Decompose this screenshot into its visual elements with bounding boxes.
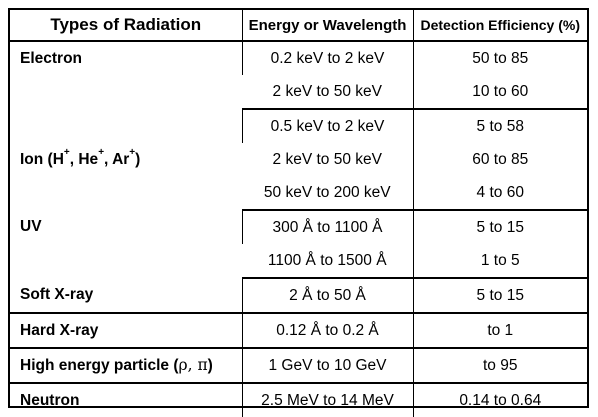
header-detection-efficiency: Detection Efficiency (%) <box>412 10 587 42</box>
table-row: UV 300 Å to 1100 Å 5 to 15 <box>10 210 587 244</box>
energy-cell: 2.5 MeV to 14 MeV <box>241 383 413 417</box>
energy-cell: 0.5 keV to 2 keV <box>241 109 413 143</box>
table-row: 2 keV to 50 keV 10 to 60 <box>10 75 587 110</box>
ion-label-part: Ion (H <box>20 150 64 168</box>
table-row: High energy particle (ρ, π) 1 GeV to 10 … <box>10 348 587 384</box>
efficiency-cell: 60 to 85 <box>412 143 587 176</box>
efficiency-cell: 5 to 15 <box>412 210 587 244</box>
ion-charge-superscript: + <box>98 147 105 159</box>
radiation-type-hard-xray: Hard X-ray <box>10 313 242 349</box>
radiation-type-uv: UV <box>20 218 42 235</box>
table-row: Neutron 2.5 MeV to 14 MeV 0.14 to 0.64 <box>10 383 587 417</box>
efficiency-cell: 5 to 58 <box>412 109 587 143</box>
energy-cell: 0.12 Å to 0.2 Å <box>241 313 413 349</box>
energy-cell: 300 Å to 1100 Å <box>241 210 413 244</box>
particle-symbols: ρ, π <box>178 356 208 374</box>
table-header-row: Types of Radiation Energy or Wavelength … <box>10 10 587 42</box>
energy-cell: 2 keV to 50 keV <box>242 75 413 110</box>
ion-label-part: , He <box>69 150 99 168</box>
ion-label-part: ) <box>135 150 141 168</box>
particle-label-part: ) <box>207 357 213 374</box>
efficiency-cell: 4 to 60 <box>412 176 587 211</box>
efficiency-cell: to 95 <box>412 348 587 384</box>
ion-label-part: , Ar <box>104 150 130 168</box>
particle-label-part: High energy particle ( <box>20 357 179 374</box>
radiation-type-ion: Ion (H+, He+, Ar+) <box>10 109 242 210</box>
energy-cell: 2 keV to 50 keV <box>272 150 382 168</box>
ion-charge-superscript: + <box>129 147 136 159</box>
energy-cell: 1 GeV to 10 GeV <box>241 348 413 384</box>
radiation-type-neutron: Neutron <box>20 391 80 409</box>
energy-cell: 50 keV to 200 keV <box>242 176 413 211</box>
radiation-type-high-energy-particle: High energy particle (ρ, π) <box>10 348 242 384</box>
energy-cell: 2 Å to 50 Å <box>241 278 413 314</box>
header-types-of-radiation: Types of Radiation <box>10 10 242 42</box>
efficiency-cell: 50 to 85 <box>412 41 587 75</box>
table-row: Electron 0.2 keV to 2 keV 50 to 85 <box>10 41 587 75</box>
radiation-detection-table: Types of Radiation Energy or Wavelength … <box>10 10 587 417</box>
table-row: Hard X-ray 0.12 Å to 0.2 Å to 1 <box>10 313 587 349</box>
efficiency-cell: 5 to 15 <box>412 278 587 314</box>
table-row: Ion (H+, He+, Ar+) 0.5 keV to 2 keV 5 to… <box>10 109 587 168</box>
header-energy-or-wavelength: Energy or Wavelength <box>241 10 413 42</box>
efficiency-cell: 0.14 to 0.64 <box>412 383 587 417</box>
radiation-type-electron: Electron <box>20 50 83 67</box>
radiation-type-soft-xray: Soft X-ray <box>10 278 242 314</box>
efficiency-cell: to 1 <box>412 313 587 349</box>
ion-charge-superscript: + <box>63 147 70 159</box>
efficiency-cell: 1 to 5 <box>412 244 587 279</box>
efficiency-cell: 10 to 60 <box>412 75 587 110</box>
table-row: 1100 Å to 1500 Å 1 to 5 <box>10 244 587 279</box>
table-row: Soft X-ray 2 Å to 50 Å 5 to 15 <box>10 278 587 314</box>
table-row: 2 keV to 50 keV 60 to 85 <box>10 143 587 176</box>
energy-cell: 0.2 keV to 2 keV <box>241 41 413 75</box>
energy-cell: 1100 Å to 1500 Å <box>242 244 413 279</box>
radiation-table-container: Types of Radiation Energy or Wavelength … <box>8 8 589 417</box>
table-row: 50 keV to 200 keV 4 to 60 <box>10 176 587 211</box>
